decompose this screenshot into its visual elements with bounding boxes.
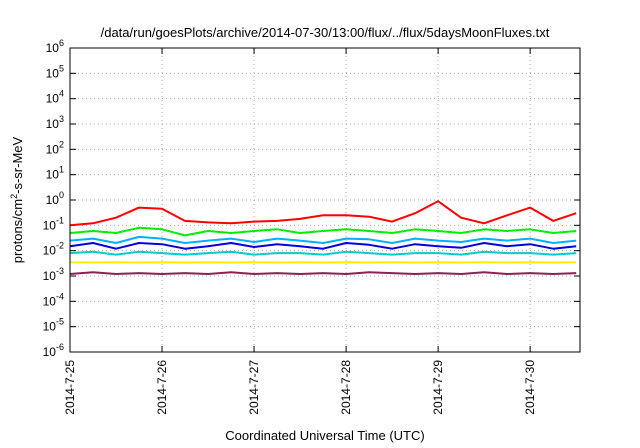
x-tick-label: 2014-7-25 [63, 360, 77, 415]
series-line-6 [69, 271, 577, 275]
series-line-4 [69, 250, 577, 256]
x-tick-labels: 2014-7-25 2014-7-26 2014-7-27 2014-7-28 2014… [63, 360, 537, 415]
y-axis-label-main: protons/cm [10, 199, 25, 263]
y-tick-exponent: -6 [56, 342, 64, 352]
y-tick-base: 10 [43, 269, 57, 283]
y-tick-label: 10-6 [43, 342, 64, 359]
y-tick-exponent: -3 [56, 266, 64, 276]
y-tick-exponent: -4 [56, 291, 64, 301]
series-lines [69, 200, 577, 275]
y-tick-exponent: 3 [59, 114, 64, 124]
y-tick-label: 100 [46, 190, 64, 207]
y-tick-base: 10 [43, 244, 57, 258]
x-tick-label: 2014-7-26 [155, 360, 169, 415]
x-tick-label: 2014-7-30 [523, 360, 537, 415]
y-tick-base: 10 [46, 117, 60, 131]
y-tick-base: 10 [46, 142, 60, 156]
y-tick-label: 106 [46, 38, 64, 55]
x-axis-label: Coordinated Universal Time (UTC) [225, 428, 424, 443]
y-axis-label-sup: 2 [9, 194, 19, 199]
y-tick-label: 105 [46, 63, 64, 80]
y-tick-exponent: 5 [59, 63, 64, 73]
series-line-0 [69, 200, 577, 227]
x-tick-label: 2014-7-27 [247, 360, 261, 415]
y-tick-label: 10-4 [43, 291, 64, 308]
chart-title: /data/run/goesPlots/archive/2014-07-30/1… [101, 25, 550, 40]
y-tick-base: 10 [46, 168, 60, 182]
y-tick-label: 10-3 [43, 266, 64, 283]
y-tick-label: 103 [46, 114, 64, 131]
y-tick-exponent: 1 [59, 165, 64, 175]
y-tick-labels: 10-610-510-410-310-210-11001011021031041… [43, 38, 64, 359]
y-tick-base: 10 [43, 218, 57, 232]
y-tick-exponent: 2 [59, 139, 64, 149]
y-tick-label: 104 [46, 89, 64, 106]
y-tick-base: 10 [43, 294, 57, 308]
series-line-1 [69, 226, 577, 237]
series-line-3 [69, 242, 577, 250]
y-tick-label: 10-1 [43, 215, 64, 232]
y-tick-exponent: -2 [56, 241, 64, 251]
y-tick-base: 10 [46, 66, 60, 80]
y-tick-label: 10-2 [43, 241, 64, 258]
y-axis-label-rest: -s-sr-MeV [10, 136, 25, 193]
y-tick-base: 10 [43, 320, 57, 334]
y-axis-label: protons/cm2-s-sr-MeV [9, 136, 25, 263]
y-tick-base: 10 [46, 92, 60, 106]
x-tick-label: 2014-7-29 [431, 360, 445, 415]
y-tick-exponent: 6 [59, 38, 64, 48]
y-tick-base: 10 [46, 41, 60, 55]
y-tick-label: 102 [46, 139, 64, 156]
grid [69, 47, 580, 353]
plot-frame [69, 47, 581, 353]
x-tick-label: 2014-7-28 [339, 360, 353, 415]
y-tick-label: 101 [46, 165, 64, 182]
series-line-2 [69, 235, 577, 244]
y-tick-base: 10 [46, 193, 60, 207]
y-tick-label: 10-5 [43, 317, 64, 334]
y-tick-exponent: 0 [59, 190, 64, 200]
y-tick-exponent: -5 [56, 317, 64, 327]
y-tick-exponent: -1 [56, 215, 64, 225]
y-tick-base: 10 [43, 345, 57, 359]
y-tick-exponent: 4 [59, 89, 64, 99]
